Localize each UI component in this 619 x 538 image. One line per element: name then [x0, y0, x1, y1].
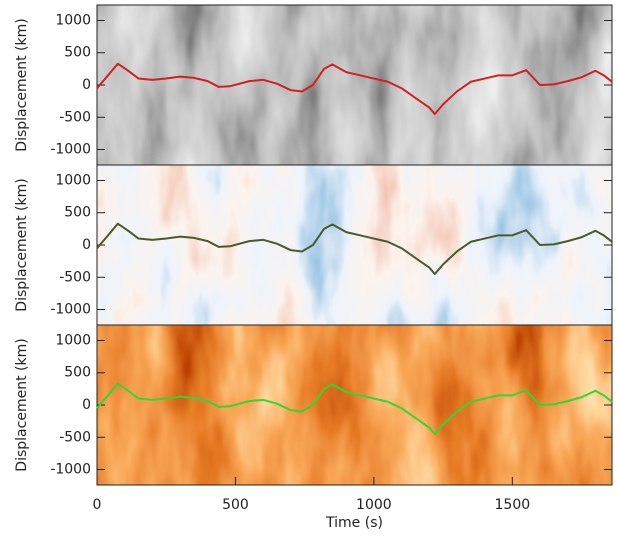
x-tick-label: 1500: [495, 497, 531, 513]
y-tick-label: 1000: [55, 172, 91, 188]
image-background: [97, 165, 612, 325]
y-tick-label: -1000: [50, 142, 91, 158]
y-tick-label: 500: [64, 205, 91, 221]
y-tick-label: -1000: [50, 462, 91, 478]
data-line: [96, 62, 613, 116]
y-tick-label: -500: [59, 429, 91, 445]
y-tick-label: -500: [59, 269, 91, 285]
y-tick-label: 500: [64, 365, 91, 381]
y-axis-label: Displacement (km): [14, 338, 30, 471]
y-tick-label: -1000: [50, 302, 91, 318]
y-tick-label: -500: [59, 109, 91, 125]
x-tick-label: 0: [93, 497, 102, 513]
image-background: [97, 5, 612, 165]
y-tick-label: 0: [82, 397, 91, 413]
y-tick-label: 0: [82, 77, 91, 93]
y-tick-label: 1000: [55, 332, 91, 348]
data-line: [96, 382, 613, 436]
x-tick-label: 1000: [356, 497, 392, 513]
y-axis-label: Displacement (km): [14, 178, 30, 311]
image-background: [97, 325, 612, 485]
y-axis-label: Displacement (km): [14, 18, 30, 151]
x-axis-label: Time (s): [325, 515, 383, 531]
y-tick-label: 1000: [55, 12, 91, 28]
x-tick-label: 500: [222, 497, 249, 513]
y-tick-label: 0: [82, 237, 91, 253]
y-tick-label: 500: [64, 45, 91, 61]
data-line: [96, 222, 613, 276]
